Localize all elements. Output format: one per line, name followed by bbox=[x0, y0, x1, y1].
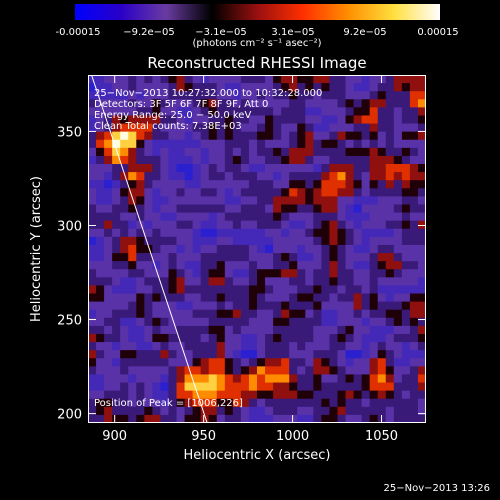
plot-frame bbox=[88, 75, 426, 423]
heatmap-image bbox=[88, 75, 426, 423]
colorbar bbox=[75, 4, 440, 20]
colorbar-tick: -0.00015 bbox=[55, 27, 101, 38]
x-tick-label: 950 bbox=[191, 429, 216, 444]
time-range-label: 25−Nov−2013 10:27:32.000 to 10:32:28.000 bbox=[94, 88, 323, 99]
x-tick-label: 900 bbox=[102, 429, 127, 444]
y-tick-label: 350 bbox=[57, 125, 82, 140]
y-tick-label: 200 bbox=[57, 408, 82, 423]
x-axis-label: Heliocentric X (arcsec) bbox=[184, 448, 331, 463]
colorbar-tick: 3.1e−05 bbox=[271, 27, 315, 38]
counts-label: Clean Total counts: 7.38E+03 bbox=[94, 121, 242, 132]
timestamp: 25−Nov−2013 13:26 bbox=[383, 483, 490, 494]
colorbar-tick: −9.2e−05 bbox=[123, 27, 175, 38]
peak-position-label: Position of Peak = [1006,226] bbox=[94, 398, 243, 409]
detectors-label: Detectors: 3F 5F 6F 7F 8F 9F, Att 0 bbox=[94, 99, 269, 110]
x-tick-label: 1000 bbox=[276, 429, 309, 444]
y-tick-label: 300 bbox=[57, 219, 82, 234]
colorbar-tick: 9.2e−05 bbox=[343, 27, 387, 38]
x-tick-label: 1050 bbox=[365, 429, 398, 444]
y-axis-label: Heliocentric Y (arcsec) bbox=[29, 176, 44, 322]
energy-range-label: Energy Range: 25.0 − 50.0 keV bbox=[94, 110, 252, 121]
chart-title: Reconstructed RHESSI Image bbox=[147, 54, 367, 72]
solar-limb-line bbox=[91, 75, 208, 423]
y-tick-label: 250 bbox=[57, 314, 82, 329]
colorbar-unit: (photons cm⁻² s⁻¹ asec⁻²) bbox=[192, 38, 322, 49]
colorbar-tick: −3.1e−05 bbox=[195, 27, 247, 38]
colorbar-tick: 0.00015 bbox=[417, 27, 459, 38]
